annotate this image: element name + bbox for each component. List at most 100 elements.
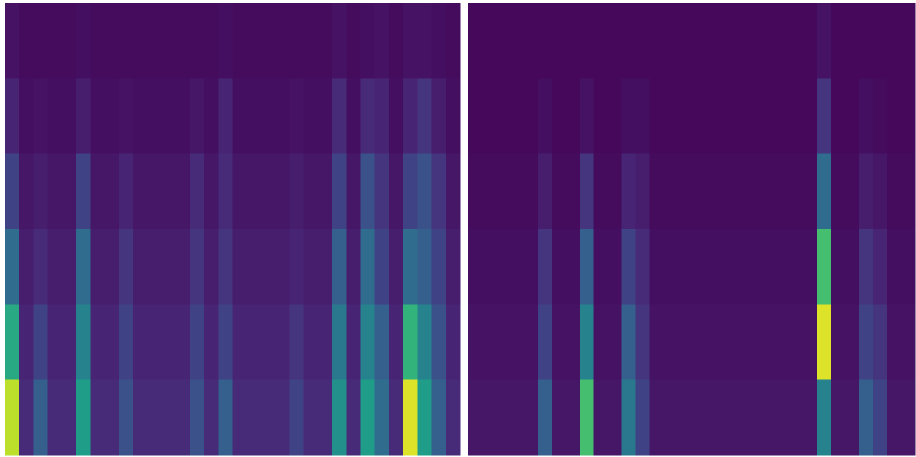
heatmap-cell [204,229,219,305]
heatmap-cell [468,380,482,456]
heatmap-cell [510,380,524,456]
heatmap-cell [887,380,901,456]
heatmap-cell [552,3,566,79]
heatmap-cell [417,229,432,305]
heatmap-cell [594,229,608,305]
page: (() => { const data = JSON.parse(documen… [0,0,916,457]
heatmap-cell [318,229,333,305]
heatmap-cell [859,304,873,380]
heatmap-cell [580,154,594,230]
heatmap-cell [482,229,496,305]
heatmap-cell [275,3,290,79]
heatmap-cell [803,304,817,380]
heatmap-cell [233,304,248,380]
heatmap-cell [566,304,580,380]
heatmap-cell [432,78,447,154]
heatmap-cell [817,154,831,230]
heatmap-cell [204,380,219,456]
heatmap-cell [275,380,290,456]
heatmap-cell [901,304,915,380]
heatmap-cell [275,304,290,380]
heatmap-cell [289,380,304,456]
heatmap-cell [62,380,77,456]
heatmap-cell [204,3,219,79]
heatmap-cell [289,304,304,380]
heatmap-cell [304,304,319,380]
heatmap-cell [761,3,775,79]
heatmap-cell [289,3,304,79]
heatmap-cell [360,380,375,456]
heatmap-cell [161,78,176,154]
heatmap-cell [105,229,120,305]
heatmap-cell [119,380,134,456]
heatmap-cell [417,380,432,456]
heatmap-cell [552,380,566,456]
heatmap-cell [48,78,63,154]
heatmap-cell [622,229,636,305]
heatmap-cell [332,154,347,230]
heatmap-cell [594,3,608,79]
heatmap-cell [90,154,105,230]
heatmap-cell [360,78,375,154]
heatmap-cell [664,3,678,79]
heatmap-cell [304,229,319,305]
heatmap-cell [147,78,162,154]
heatmap-cell [432,3,447,79]
heatmap-cell [105,3,120,79]
heatmap-cell [678,229,692,305]
heatmap-cell [538,78,552,154]
heatmap-cell [608,3,622,79]
heatmap-cell [775,3,789,79]
heatmap-cell [636,154,650,230]
heatmap-cell [417,3,432,79]
heatmap-cell [62,154,77,230]
heatmap-cell [538,154,552,230]
heatmap-cell [650,304,664,380]
heatmap-cell [261,154,276,230]
heatmap-cell [845,78,859,154]
heatmap-cell [636,78,650,154]
heatmap-cell [446,304,461,380]
heatmap-cell [580,229,594,305]
heatmap-cell [482,154,496,230]
heatmap-cell [664,304,678,380]
heatmap-cell [119,229,134,305]
heatmap-cell [190,3,205,79]
heatmap-cell [803,3,817,79]
heatmap-cell [218,154,233,230]
heatmap-cell [218,304,233,380]
heatmap-cell [608,380,622,456]
heatmap-cell [761,229,775,305]
heatmap-cell [859,154,873,230]
heatmap-cell [304,78,319,154]
heatmap-cell [692,3,706,79]
heatmap-cell [247,154,262,230]
heatmap-cell [289,154,304,230]
heatmap-cell [552,154,566,230]
heatmap-cell [901,154,915,230]
heatmap-cell [705,154,719,230]
heatmap-cell [496,154,510,230]
heatmap-cell [19,154,34,230]
heatmap-cell [19,380,34,456]
heatmap-cell [887,78,901,154]
heatmap-cell [360,3,375,79]
heatmap-cell [19,229,34,305]
heatmap-cell [218,78,233,154]
heatmap-cell [133,304,148,380]
heatmap-cell [538,304,552,380]
heatmap-cell [346,78,361,154]
heatmap-cell [346,154,361,230]
heatmap-cell [831,229,845,305]
heatmap-cell [719,78,733,154]
heatmap-cell [33,380,48,456]
heatmap-cell [119,3,134,79]
heatmap-cell [147,3,162,79]
heatmap-cell [873,3,887,79]
heatmap-cell [147,304,162,380]
heatmap-cell [817,3,831,79]
heatmap-cell [33,3,48,79]
heatmap-cell [417,304,432,380]
heatmap-cell [761,304,775,380]
heatmap-cell [62,78,77,154]
